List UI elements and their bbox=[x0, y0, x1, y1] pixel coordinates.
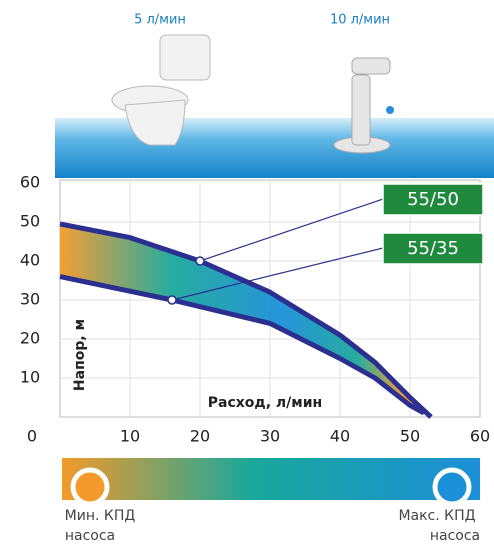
efficiency-bar bbox=[62, 458, 480, 500]
y-axis-label: Напор, м bbox=[72, 319, 88, 391]
efficiency-band bbox=[60, 223, 431, 417]
x-tick-label: 10 bbox=[120, 427, 140, 446]
y-tick-label: 60 bbox=[20, 173, 40, 192]
chart: 0 10 20 30 40 50 60 10 20 30 40 50 60 55/50 55/35 Напор… bbox=[20, 173, 490, 446]
scale-label: насоса bbox=[65, 528, 115, 544]
legend-label: 55/50 bbox=[407, 189, 459, 210]
usage-label: 5 л/мин bbox=[134, 13, 186, 28]
blue-strip bbox=[55, 118, 494, 178]
scale-label: насоса bbox=[430, 528, 480, 544]
x-tick-label: 60 bbox=[470, 427, 490, 446]
max-marker bbox=[432, 467, 472, 507]
curve bbox=[59, 274, 426, 416]
curve-marker bbox=[167, 295, 177, 305]
legend-box bbox=[382, 232, 484, 265]
y-tick-label: 10 bbox=[20, 368, 40, 387]
curve-marker bbox=[195, 256, 205, 266]
x-tick-label: 20 bbox=[190, 427, 210, 446]
scale-label: Макс. КПД bbox=[398, 508, 475, 524]
y-tick-label: 50 bbox=[20, 212, 40, 231]
legend-label: 55/35 bbox=[407, 238, 459, 259]
x-axis-label: Расход, л/мин bbox=[208, 395, 322, 411]
leader-line bbox=[171, 247, 384, 301]
y-tick-label: 30 bbox=[20, 290, 40, 309]
x-tick-label: 50 bbox=[400, 427, 420, 446]
min-marker bbox=[70, 467, 110, 507]
y-tick-label: 20 bbox=[20, 329, 40, 348]
leader-line bbox=[199, 198, 384, 262]
x-tick-label: 30 bbox=[260, 427, 280, 446]
faucet-icon bbox=[333, 57, 394, 154]
toilet-icon bbox=[111, 34, 211, 146]
usage-label: 10 л/мин bbox=[330, 13, 390, 28]
legend-box bbox=[382, 183, 484, 216]
x-tick-label: 0 bbox=[27, 427, 37, 446]
x-tick-label: 40 bbox=[330, 427, 350, 446]
scale-label: Мин. КПД bbox=[65, 508, 136, 524]
y-tick-label: 40 bbox=[20, 251, 40, 270]
curve bbox=[59, 221, 433, 419]
